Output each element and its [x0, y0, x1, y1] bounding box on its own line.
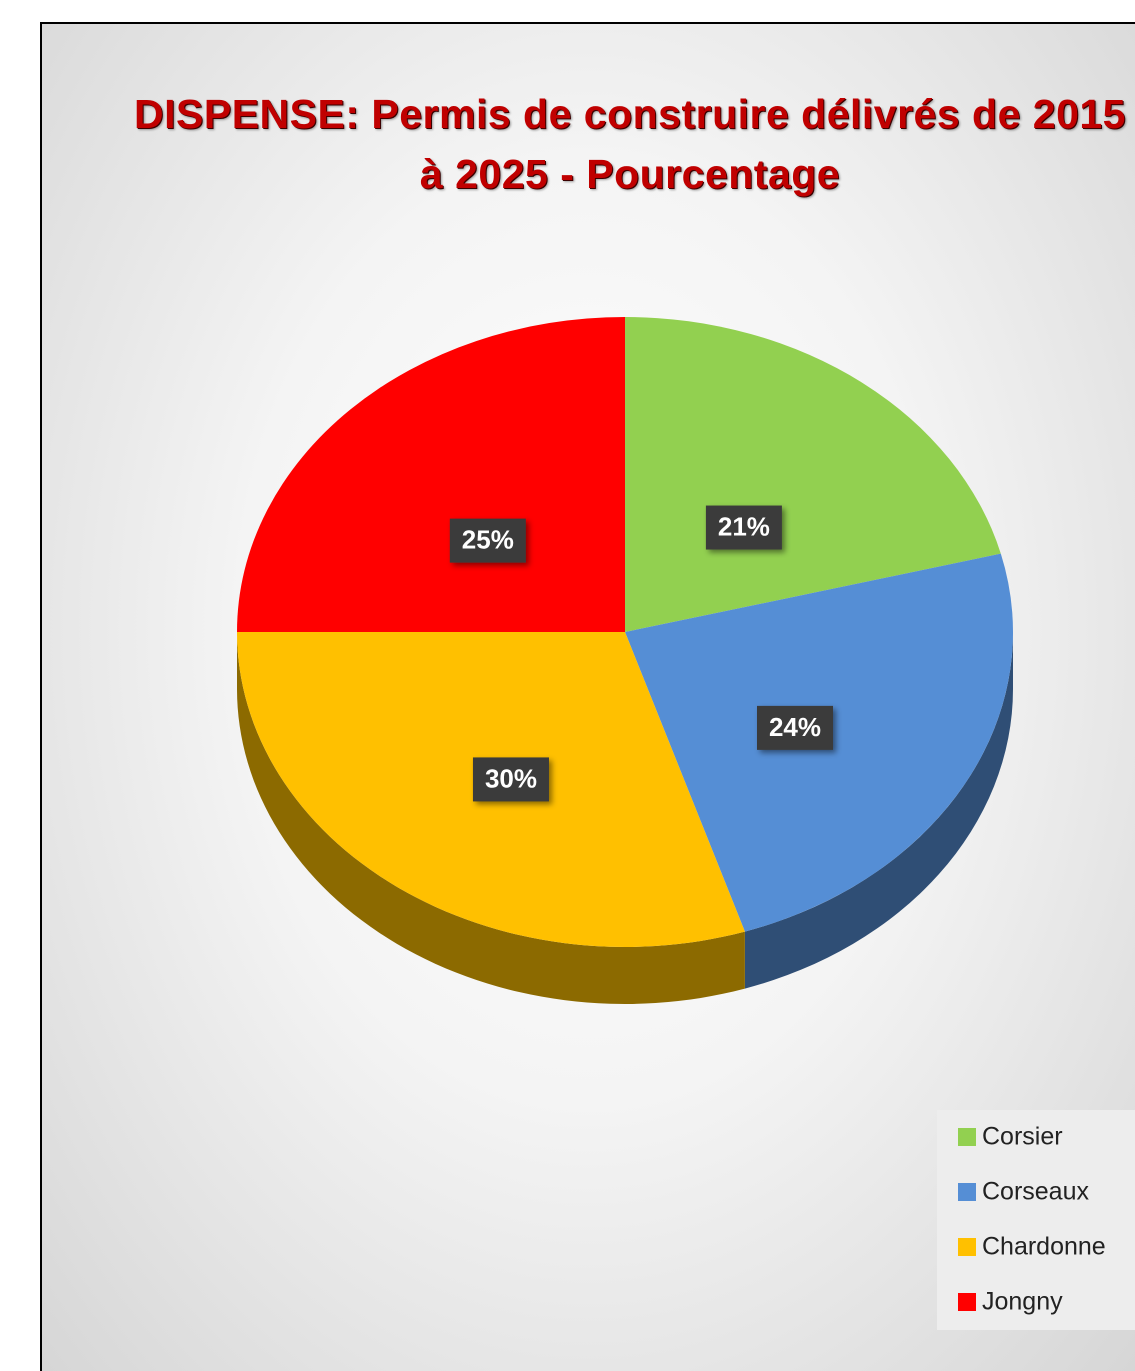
slice-side	[744, 632, 1013, 989]
legend-swatch	[958, 1128, 976, 1146]
legend-label: Chardonne	[982, 1233, 1106, 1261]
value-label-box	[757, 705, 834, 750]
value-label-box	[472, 757, 549, 802]
chart-title: DISPENSE: Permis de construire délivrés …	[134, 91, 1126, 197]
value-label: 24%	[769, 712, 821, 742]
value-label-box	[449, 518, 526, 563]
legend-swatch	[958, 1183, 976, 1201]
legend-label: Corsier	[982, 1123, 1063, 1151]
legend-swatch	[958, 1293, 976, 1311]
legend-label: Corseaux	[982, 1178, 1089, 1206]
slice	[625, 317, 1001, 632]
value-label-box	[705, 505, 782, 550]
legend-label: Jongny	[982, 1288, 1063, 1316]
legend-swatch	[958, 1238, 976, 1256]
slice-side	[237, 632, 745, 1005]
value-label: 21%	[718, 511, 770, 541]
slice	[237, 317, 625, 632]
value-label: 25%	[462, 525, 514, 555]
value-label: 30%	[485, 763, 537, 793]
